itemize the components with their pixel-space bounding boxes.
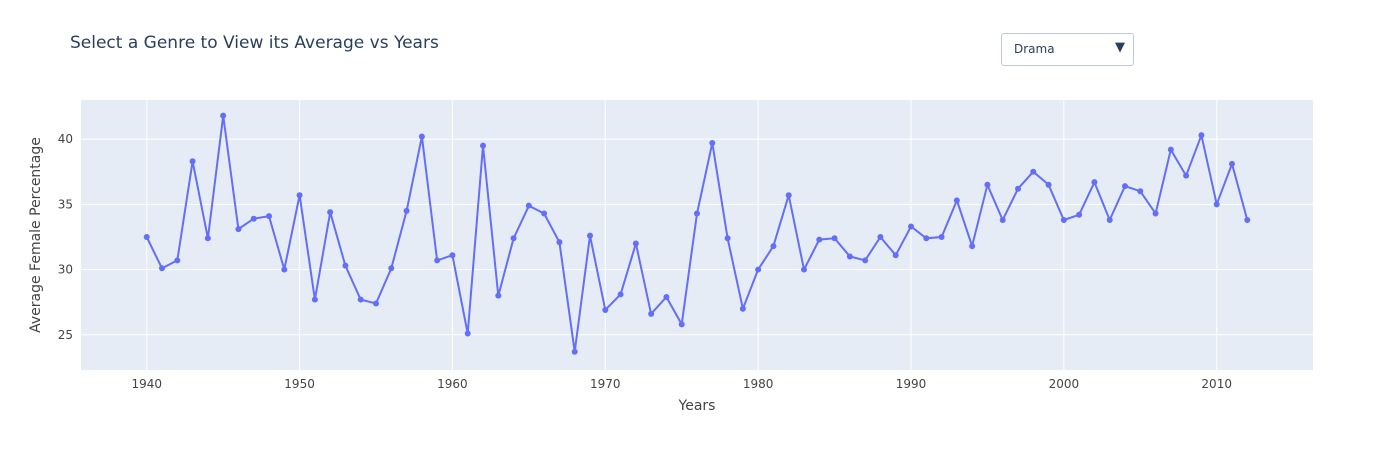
y-tick-labels: 25 30 35 40	[58, 132, 73, 342]
data-points	[143, 112, 1251, 355]
triangle-down-icon: ▼	[1115, 40, 1125, 55]
x-tick-label: 1990	[896, 377, 927, 391]
data-point	[999, 217, 1006, 223]
data-point	[907, 223, 914, 230]
data-point	[357, 296, 364, 303]
y-tick-label: 35	[58, 197, 73, 211]
data-point	[892, 252, 899, 259]
data-point	[831, 235, 838, 242]
data-point	[449, 252, 456, 259]
data-point	[250, 215, 257, 222]
data-point	[495, 292, 502, 299]
genre-dropdown-value: Drama	[1014, 42, 1055, 56]
data-point	[189, 158, 196, 165]
x-tick-label: 1980	[743, 377, 774, 391]
data-point	[602, 307, 609, 313]
data-point	[1045, 181, 1052, 188]
y-gridlines	[81, 138, 1313, 336]
data-point	[418, 133, 425, 140]
data-point	[755, 266, 762, 273]
data-point	[403, 207, 410, 214]
data-point	[220, 112, 227, 119]
data-point	[464, 330, 471, 337]
data-point	[663, 293, 670, 300]
y-tick-label: 30	[58, 263, 73, 277]
data-point	[296, 192, 303, 199]
data-point	[862, 257, 869, 264]
data-point	[1014, 185, 1021, 192]
data-point	[709, 140, 716, 147]
data-point	[556, 239, 563, 246]
data-point	[969, 243, 976, 250]
x-tick-label: 1950	[284, 377, 315, 391]
data-point	[785, 192, 792, 199]
data-point	[510, 235, 517, 242]
data-point	[143, 233, 150, 240]
data-point	[984, 181, 991, 188]
data-point	[480, 142, 487, 149]
y-tick-label: 25	[58, 328, 73, 342]
data-point	[1152, 210, 1159, 217]
data-point	[953, 197, 960, 204]
data-point	[311, 296, 318, 303]
data-point	[1060, 217, 1067, 223]
y-axis-title: Average Female Percentage	[28, 137, 44, 333]
data-point	[235, 226, 242, 233]
data-point	[342, 262, 349, 269]
plot-area	[81, 100, 1313, 370]
data-point	[1213, 201, 1220, 208]
data-point	[1076, 211, 1083, 218]
data-point	[281, 266, 288, 273]
chart-title: Select a Genre to View its Average vs Ye…	[70, 33, 439, 53]
data-point	[846, 253, 853, 260]
x-tick-label: 2000	[1049, 377, 1080, 391]
data-point	[800, 266, 807, 273]
x-tick-label: 1940	[131, 377, 162, 391]
data-point	[388, 265, 395, 272]
data-point	[204, 235, 211, 242]
y-tick-label: 40	[58, 132, 73, 146]
data-point	[174, 257, 181, 264]
data-point	[1030, 168, 1037, 175]
data-point	[632, 240, 639, 247]
data-point	[159, 265, 166, 272]
data-point	[1121, 183, 1128, 190]
data-point	[1244, 217, 1251, 223]
data-point	[770, 243, 777, 250]
data-point	[617, 291, 624, 298]
data-point	[938, 233, 945, 240]
data-point	[571, 348, 578, 355]
data-point	[1167, 146, 1174, 153]
data-point	[724, 235, 731, 242]
data-point	[1183, 172, 1190, 179]
data-point	[739, 305, 746, 312]
data-point	[1137, 188, 1144, 195]
data-point	[373, 300, 380, 307]
x-tick-label: 1960	[437, 377, 468, 391]
data-point	[678, 321, 685, 328]
x-axis-title: Years	[678, 398, 716, 414]
data-point	[266, 213, 273, 220]
data-point	[327, 209, 334, 216]
data-point	[525, 202, 532, 209]
data-point	[587, 232, 594, 239]
data-point	[694, 210, 700, 217]
data-point	[816, 236, 823, 243]
data-point	[648, 310, 655, 317]
data-point	[1091, 179, 1098, 186]
data-point	[1106, 217, 1113, 223]
data-point	[923, 235, 930, 242]
x-tick-label: 2010	[1201, 377, 1232, 391]
data-point	[541, 210, 548, 217]
data-point	[1198, 132, 1205, 139]
x-tick-label: 1970	[590, 377, 621, 391]
data-point	[877, 233, 884, 240]
data-point	[1228, 160, 1235, 167]
genre-dropdown[interactable]: Drama ▼	[1001, 33, 1134, 66]
data-point	[434, 257, 441, 264]
x-tick-labels: 1940 1950 1960 1970 1980 1990 2000 2010	[131, 377, 1232, 391]
